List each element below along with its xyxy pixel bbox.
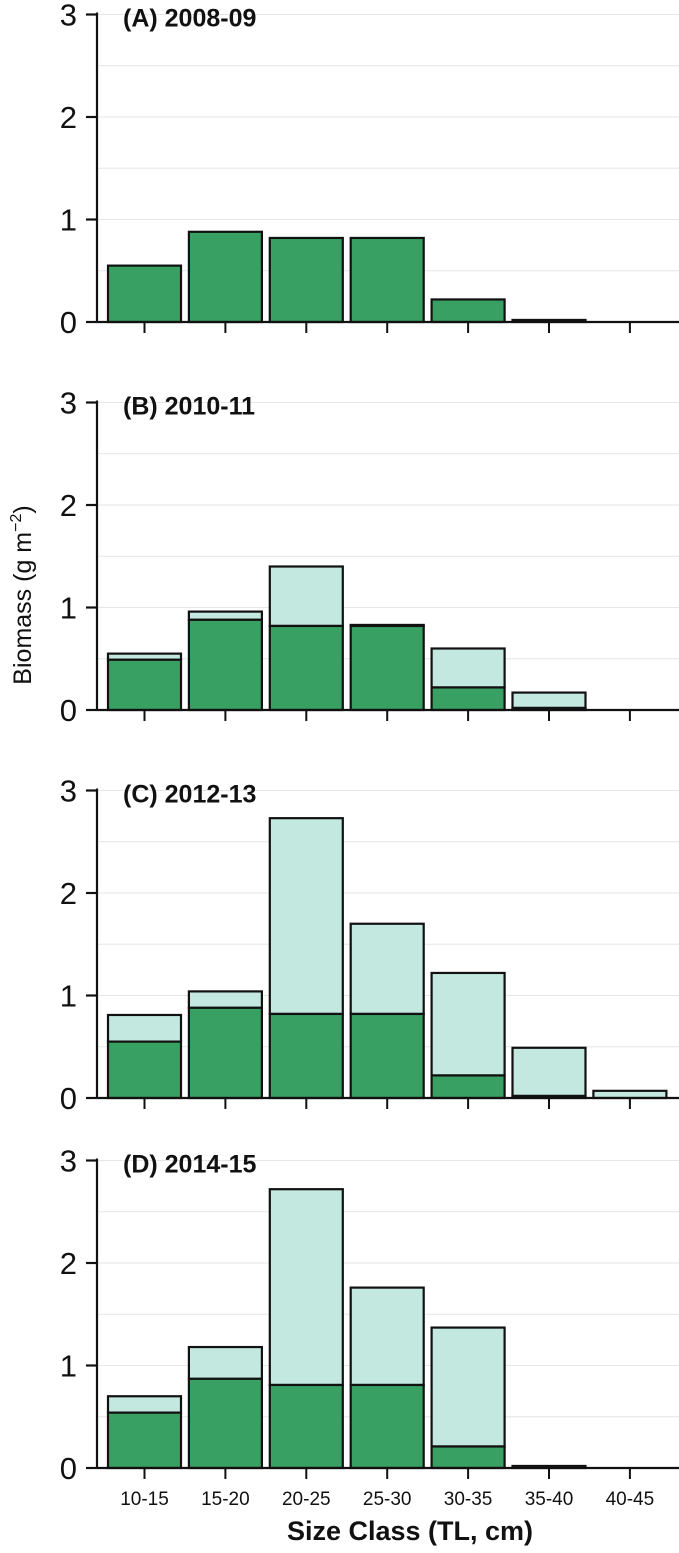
bar-base-20-25 [268,624,344,712]
bar-base-10-15 [106,658,183,712]
bar-base-25-30 [349,1383,425,1470]
bar-base-30-35 [430,298,506,324]
panel-title: (B) 2010-11 [123,393,255,421]
y-axis-title: Biomass (g m−2) [8,505,37,684]
x-tick-label-25-30: 25-30 [363,1489,412,1510]
bar-added-15-20 [187,990,263,1009]
y-tick-label-2: 2 [60,1246,77,1281]
y-tick-label-3: 3 [60,774,77,809]
bar-added-20-25 [268,565,344,628]
x-tick-label-10-15: 10-15 [120,1489,169,1510]
y-tick-label-1: 1 [60,979,77,1014]
bar-added-10-15 [106,1395,183,1414]
x-tick-label-20-25: 20-25 [282,1489,331,1510]
y-tick-label-0: 0 [60,1451,77,1486]
bar-base-25-30 [349,236,425,324]
bar-added-30-35 [430,647,506,689]
bar-base-20-25 [268,1383,344,1470]
y-tick-label-3: 3 [60,0,77,33]
y-tick-label-2: 2 [60,100,77,135]
x-tick-label-40-45: 40-45 [606,1489,655,1510]
y-tick-label-0: 0 [60,693,77,728]
bar-base-30-35 [430,1074,506,1100]
bar-added-35-40 [511,1046,587,1098]
bar-base-30-35 [430,686,506,712]
bar-base-15-20 [187,618,263,712]
x-tick-label-15-20: 15-20 [201,1489,250,1510]
bar-base-25-30 [349,624,425,712]
bar-base-15-20 [187,1006,263,1100]
y-tick-label-2: 2 [60,488,77,523]
bar-base-15-20 [187,230,263,324]
y-tick-label-1: 1 [60,203,77,238]
bar-added-20-25 [268,817,344,1016]
y-axis-title-main: Biomass (g m [9,532,37,685]
panel-title: (D) 2014-15 [123,1151,256,1179]
panel-a: 0 1 2 3 (A) 2008-09 [60,0,679,340]
y-axis-title-close: ) [9,505,37,513]
panel-d: 10-15 15-20 20-25 25-30 30-35 35-40 40-45 0 1 2 3 (… [60,1144,679,1510]
y-tick-label-3: 3 [60,386,77,421]
bar-base-15-20 [187,1377,263,1470]
bar-base-10-15 [106,1411,183,1470]
y-tick-label-1: 1 [60,591,77,626]
bar-added-15-20 [187,610,263,621]
bar-added-20-25 [268,1188,344,1387]
panel-c: 0 1 2 3 (C) 2012-13 [60,774,679,1116]
y-axis-title-superscript: −2 [8,514,25,532]
bar-added-25-30 [349,1286,425,1387]
x-axis-title: Size Class (TL, cm) [287,1516,533,1546]
bar-base-10-15 [106,1040,183,1100]
panel-title: (A) 2008-09 [123,5,256,33]
bar-added-25-30 [349,922,425,1016]
y-tick-label-2: 2 [60,876,77,911]
bar-base-20-25 [268,236,344,324]
y-tick-label-1: 1 [60,1349,77,1384]
y-tick-label-0: 0 [60,305,77,340]
panel-b: 0 1 2 3 (B) 2010-11 [60,386,679,728]
y-tick-label-0: 0 [60,1081,77,1116]
bar-base-30-35 [430,1445,506,1470]
panel-title: (C) 2012-13 [123,781,256,809]
bar-added-35-40 [511,691,587,710]
x-tick-label-30-35: 30-35 [444,1489,493,1510]
bar-base-20-25 [268,1012,344,1100]
y-tick-label-3: 3 [60,1144,77,1179]
bar-added-30-35 [430,971,506,1077]
bar-base-25-30 [349,1012,425,1100]
bar-added-10-15 [106,1013,183,1043]
bar-base-10-15 [106,264,183,324]
x-tick-label-35-40: 35-40 [525,1489,574,1510]
bar-added-15-20 [187,1345,263,1380]
bar-added-30-35 [430,1326,506,1448]
